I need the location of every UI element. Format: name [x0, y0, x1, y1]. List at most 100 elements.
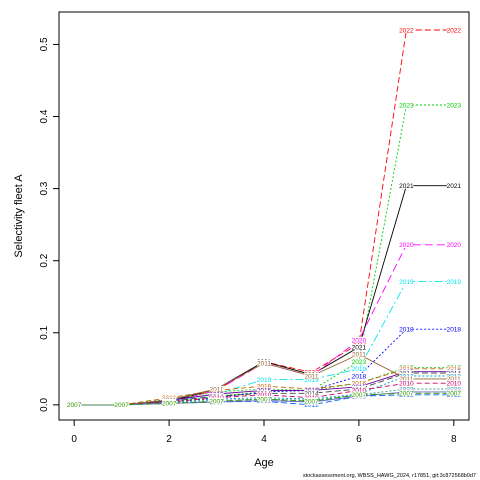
- point-label-2007: 2007: [162, 401, 177, 408]
- point-label-2018: 2018: [447, 326, 462, 333]
- y-axis: 0.0 0.1 0.2 0.3 0.4 0.5: [39, 37, 59, 412]
- point-label-bg: [257, 396, 271, 403]
- point-label-bg: [446, 27, 461, 34]
- point-label-2007: 2007: [399, 391, 414, 398]
- point-label-2022: 2022: [447, 27, 462, 34]
- point-label-2019: 2019: [304, 377, 319, 384]
- y-tick-label: 0.3: [39, 181, 50, 195]
- point-label-2023: 2023: [399, 102, 414, 109]
- x-tick-label: 6: [356, 434, 362, 445]
- point-label-bg: [399, 27, 414, 34]
- point-label-bg: [399, 182, 414, 189]
- point-label-2020: 2020: [399, 242, 414, 249]
- point-label-bg: [351, 387, 366, 394]
- point-label-2010: 2010: [399, 381, 414, 388]
- x-axis: 0 2 4 6 8: [71, 420, 457, 445]
- y-tick-label: 0.1: [39, 325, 50, 339]
- point-label-2016: 2016: [257, 383, 272, 390]
- point-label-bg: [351, 380, 366, 387]
- point-label-2007: 2007: [67, 402, 82, 409]
- point-label-2010: 2010: [447, 381, 462, 388]
- point-label-2007: 2007: [304, 399, 319, 406]
- point-label-bg: [257, 360, 271, 367]
- point-label-2022: 2022: [399, 27, 414, 34]
- point-label-bg: [446, 390, 461, 397]
- y-tick-label: 0.5: [39, 37, 50, 51]
- point-label-bg: [446, 380, 461, 387]
- point-label-bg: [399, 375, 414, 382]
- point-label-bg: [209, 386, 224, 393]
- point-label-bg: [399, 278, 414, 285]
- point-label-bg: [351, 336, 366, 343]
- point-label-2007: 2007: [257, 396, 272, 403]
- point-label-2007: 2007: [209, 399, 224, 406]
- point-label-bg: [304, 376, 319, 383]
- point-label-2011: 2011: [257, 360, 271, 367]
- point-label-2021: 2021: [447, 183, 462, 190]
- point-label-bg: [446, 326, 461, 333]
- y-tick-label: 0.0: [39, 397, 50, 411]
- point-label-bg: [304, 398, 319, 405]
- point-label-2020: 2020: [447, 242, 462, 249]
- y-axis-label: Selectivity fleet A: [13, 174, 25, 258]
- point-label-2019: 2019: [257, 377, 272, 384]
- point-label-bg: [399, 326, 414, 333]
- point-label-bg: [351, 373, 366, 380]
- point-label-bg: [351, 365, 366, 372]
- x-tick-label: 8: [451, 434, 457, 445]
- series-lines: [74, 29, 454, 406]
- point-label-bg: [257, 376, 271, 383]
- point-label-2023: 2023: [352, 359, 367, 366]
- y-tick-label: 0.4: [39, 109, 50, 123]
- y-tick-label: 0.2: [39, 253, 50, 267]
- point-label-2021: 2021: [399, 183, 414, 190]
- point-label-2023: 2023: [447, 102, 462, 109]
- point-label-bg: [446, 241, 461, 248]
- point-label-2020: 2020: [352, 337, 367, 344]
- point-label-bg: [114, 401, 129, 408]
- point-label-2007: 2007: [114, 402, 129, 409]
- point-label-2010: 2010: [257, 392, 272, 399]
- point-label-2007: 2007: [352, 392, 367, 399]
- point-label-bg: [446, 375, 461, 382]
- point-label-bg: [446, 278, 461, 285]
- point-label-bg: [351, 351, 366, 358]
- point-label-2018: 2018: [399, 326, 414, 333]
- point-label-2011: 2011: [210, 386, 224, 393]
- point-label-2010: 2010: [352, 388, 367, 395]
- point-label-bg: [257, 391, 271, 398]
- point-label-bg: [399, 241, 414, 248]
- point-label-2007: 2007: [447, 391, 462, 398]
- x-tick-label: 4: [261, 434, 267, 445]
- series-labels: 2022202220222022202220222022202220222023…: [67, 27, 461, 409]
- point-label-2011: 2011: [304, 373, 318, 380]
- point-label-bg: [304, 390, 319, 397]
- point-label-2021: 2021: [352, 344, 367, 351]
- x-tick-label: 0: [71, 434, 77, 445]
- point-label-2011: 2011: [399, 376, 413, 383]
- point-label-bg: [351, 391, 366, 398]
- point-label-bg: [209, 398, 224, 405]
- point-label-2018: 2018: [352, 373, 367, 380]
- point-label-2011: 2011: [447, 376, 461, 383]
- point-label-2011: 2011: [352, 352, 366, 359]
- series-line-2021: [74, 185, 454, 406]
- point-label-2019: 2019: [399, 279, 414, 286]
- point-label-bg: [351, 344, 366, 351]
- point-label-bg: [351, 340, 366, 347]
- point-label-bg: [162, 400, 177, 407]
- point-label-2019: 2019: [352, 366, 367, 373]
- point-label-bg: [67, 401, 82, 408]
- point-label-2012: 2012: [304, 402, 319, 409]
- point-label-bg: [304, 373, 319, 380]
- point-label-bg: [257, 383, 271, 390]
- point-label-bg: [399, 380, 414, 387]
- point-label-bg: [446, 101, 461, 108]
- x-axis-label: Age: [254, 457, 274, 469]
- watermark-text: stockassessment.org, WBSS_HAWG_2024, r17…: [303, 473, 476, 479]
- point-label-bg: [351, 358, 366, 365]
- point-label-bg: [446, 182, 461, 189]
- x-tick-label: 2: [166, 434, 172, 445]
- point-label-bg: [399, 390, 414, 397]
